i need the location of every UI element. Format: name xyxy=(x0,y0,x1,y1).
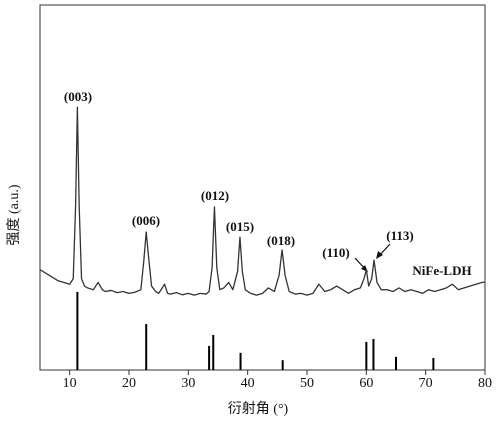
peak-label: (110) xyxy=(322,245,349,260)
x-tick-label: 10 xyxy=(63,376,77,391)
peak-label: (003) xyxy=(64,89,92,104)
peak-label: (018) xyxy=(267,233,295,248)
x-tick-label: 70 xyxy=(419,376,433,391)
series-label: NiFe-LDH xyxy=(412,263,471,278)
peak-label: (006) xyxy=(132,213,160,228)
pattern-line xyxy=(39,106,485,296)
x-tick-label: 60 xyxy=(359,376,373,391)
x-axis-label: 衍射角 (°) xyxy=(228,401,289,417)
plot-frame xyxy=(39,4,486,371)
x-tick-label: 30 xyxy=(181,376,195,391)
peak-label: (012) xyxy=(201,188,229,203)
peak-label: (113) xyxy=(386,228,413,243)
peak-label: (015) xyxy=(226,219,254,234)
x-tick-label: 20 xyxy=(122,376,136,391)
arrow-head xyxy=(376,251,383,259)
x-tick-label: 80 xyxy=(478,376,492,391)
x-tick-label: 50 xyxy=(300,376,314,391)
y-axis-label: 强度 (a.u.) xyxy=(6,184,22,245)
x-tick-label: 40 xyxy=(241,376,255,391)
